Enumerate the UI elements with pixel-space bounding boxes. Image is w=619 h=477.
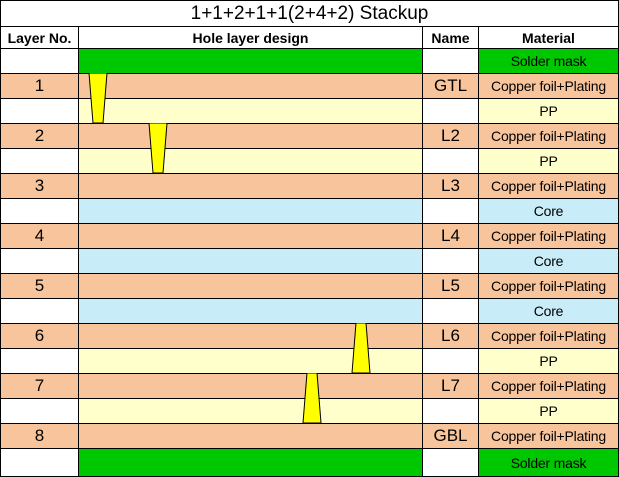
layer-material: Core — [478, 248, 619, 274]
layer-material: Core — [478, 298, 619, 324]
layer-number — [0, 348, 79, 374]
layer-name — [422, 98, 479, 124]
layer-material: Solder mask — [478, 48, 619, 74]
layer-name — [422, 448, 479, 477]
hole-design-cell — [78, 323, 423, 349]
hole-design-cell — [78, 348, 423, 374]
layer-number — [0, 98, 79, 124]
header-layer-no: Layer No. — [0, 26, 79, 49]
layer-name — [422, 398, 479, 424]
layer-material: PP — [478, 348, 619, 374]
layer-name — [422, 248, 479, 274]
hole-design-cell — [78, 48, 423, 74]
layer-material: PP — [478, 398, 619, 424]
layer-number: 4 — [0, 223, 79, 249]
layer-name — [422, 348, 479, 374]
layer-name — [422, 198, 479, 224]
layer-material: Copper foil+Plating — [478, 373, 619, 399]
layer-number: 1 — [0, 73, 79, 99]
layer-material: Copper foil+Plating — [478, 173, 619, 199]
layer-number: 8 — [0, 423, 79, 449]
header-hole-design: Hole layer design — [78, 26, 423, 49]
layer-material: PP — [478, 98, 619, 124]
layer-name: GBL — [422, 423, 479, 449]
hole-design-cell — [78, 448, 423, 477]
hole-design-cell — [78, 173, 423, 199]
layer-number — [0, 448, 79, 477]
hole-design-cell — [78, 123, 423, 149]
hole-design-cell — [78, 423, 423, 449]
layer-name: L7 — [422, 373, 479, 399]
layer-number — [0, 48, 79, 74]
hole-design-cell — [78, 98, 423, 124]
hole-design-cell — [78, 373, 423, 399]
hole-design-cell — [78, 273, 423, 299]
layer-number — [0, 148, 79, 174]
layer-number — [0, 248, 79, 274]
layer-material: Copper foil+Plating — [478, 423, 619, 449]
layer-name: L5 — [422, 273, 479, 299]
layer-number: 3 — [0, 173, 79, 199]
layer-number — [0, 298, 79, 324]
layer-name: L2 — [422, 123, 479, 149]
layer-number: 6 — [0, 323, 79, 349]
layer-name — [422, 48, 479, 74]
hole-design-cell — [78, 298, 423, 324]
layer-material: Copper foil+Plating — [478, 123, 619, 149]
hole-design-cell — [78, 148, 423, 174]
hole-design-cell — [78, 398, 423, 424]
layer-material: Copper foil+Plating — [478, 323, 619, 349]
layer-material: Copper foil+Plating — [478, 273, 619, 299]
via-7-6 — [351, 323, 371, 373]
layer-material: Core — [478, 198, 619, 224]
layer-material: PP — [478, 148, 619, 174]
header-name: Name — [422, 26, 479, 49]
layer-name: L6 — [422, 323, 479, 349]
via-1-2 — [88, 73, 108, 123]
via-2-3 — [148, 123, 168, 173]
layer-name: L3 — [422, 173, 479, 199]
layer-number: 7 — [0, 373, 79, 399]
layer-name: GTL — [422, 73, 479, 99]
hole-design-cell — [78, 248, 423, 274]
layer-number — [0, 198, 79, 224]
header-material: Material — [478, 26, 619, 49]
layer-material: Solder mask — [478, 448, 619, 477]
stackup-title: 1+1+2+1+1(2+4+2) Stackup — [0, 0, 619, 27]
via-8-7 — [302, 373, 322, 423]
hole-design-cell — [78, 73, 423, 99]
layer-name — [422, 148, 479, 174]
layer-number: 2 — [0, 123, 79, 149]
layer-number — [0, 398, 79, 424]
layer-name — [422, 298, 479, 324]
layer-number: 5 — [0, 273, 79, 299]
layer-material: Copper foil+Plating — [478, 223, 619, 249]
hole-design-cell — [78, 223, 423, 249]
hole-design-cell — [78, 198, 423, 224]
layer-name: L4 — [422, 223, 479, 249]
layer-material: Copper foil+Plating — [478, 73, 619, 99]
